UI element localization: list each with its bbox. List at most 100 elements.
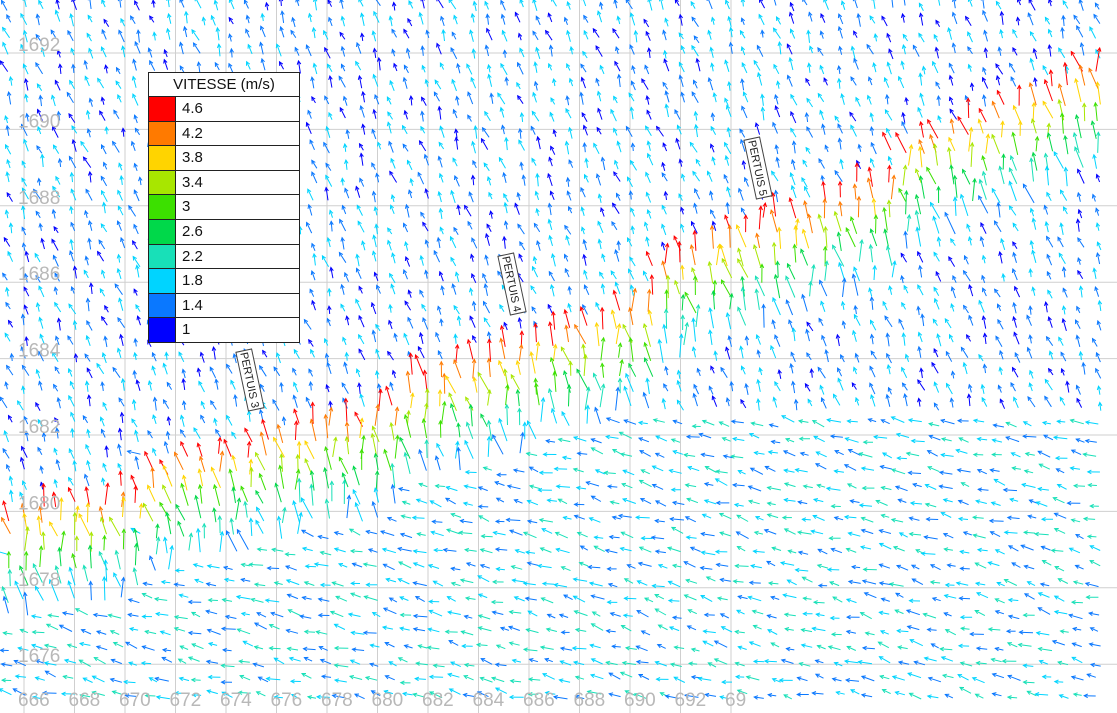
velocity-arrow	[404, 452, 411, 475]
velocity-arrow-head	[1070, 449, 1076, 454]
velocity-arrow	[86, 320, 93, 331]
velocity-arrow-head	[522, 421, 528, 427]
velocity-arrow	[488, 192, 493, 200]
velocity-arrow-head	[498, 156, 504, 162]
velocity-arrow	[118, 163, 123, 171]
velocity-arrow	[38, 0, 44, 10]
velocity-arrow-head	[850, 45, 856, 51]
velocity-arrow	[219, 531, 223, 552]
velocity-arrow	[406, 48, 411, 59]
velocity-arrow-head	[138, 502, 144, 508]
velocity-arrow	[35, 402, 41, 412]
velocity-arrow	[888, 387, 892, 395]
velocity-arrow-head	[480, 137, 486, 143]
velocity-arrow	[179, 42, 184, 55]
velocity-arrow	[310, 349, 315, 358]
velocity-arrow-head	[1022, 530, 1028, 535]
velocity-arrow	[400, 533, 413, 539]
velocity-arrow	[6, 14, 12, 23]
velocity-arrow	[100, 223, 108, 233]
velocity-arrow-head	[617, 342, 623, 348]
velocity-arrow	[886, 33, 892, 43]
velocity-arrow	[662, 398, 666, 410]
velocity-arrow	[325, 163, 332, 171]
velocity-arrow-head	[747, 485, 753, 490]
velocity-arrow	[450, 257, 457, 267]
velocity-arrow	[1063, 306, 1066, 315]
velocity-arrow	[357, 221, 365, 233]
velocity-arrow	[20, 457, 25, 470]
velocity-arrow	[1048, 368, 1054, 376]
velocity-arrow-head	[579, 306, 585, 312]
velocity-arrow-head	[646, 288, 652, 294]
velocity-arrow	[803, 0, 808, 6]
velocity-arrow-head	[83, 59, 88, 65]
velocity-arrow-head	[483, 317, 488, 323]
velocity-arrow	[374, 94, 380, 105]
velocity-arrow-head	[450, 189, 455, 195]
velocity-arrow-head	[358, 314, 363, 320]
velocity-arrow-head	[654, 452, 660, 457]
velocity-arrow-head	[678, 74, 683, 80]
velocity-arrow	[1076, 438, 1085, 443]
velocity-arrow	[1012, 132, 1019, 156]
velocity-arrow-head	[309, 418, 315, 424]
velocity-arrow	[134, 128, 141, 136]
velocity-arrow-head	[68, 394, 73, 400]
velocity-arrow	[135, 456, 140, 470]
velocity-arrow	[1095, 49, 1101, 59]
velocity-arrow-head	[276, 515, 282, 521]
velocity-arrow-head	[104, 304, 109, 310]
velocity-arrow-head	[405, 370, 411, 376]
velocity-arrow	[1076, 306, 1081, 314]
velocity-arrow-head	[345, 315, 350, 321]
velocity-arrow-head	[948, 74, 954, 80]
velocity-arrow	[223, 439, 232, 457]
velocity-arrow	[436, 43, 442, 55]
velocity-arrow	[230, 380, 236, 390]
velocity-arrow	[960, 194, 969, 217]
velocity-arrow	[37, 447, 43, 456]
velocity-arrow-head	[1058, 47, 1063, 53]
velocity-arrow-head	[219, 530, 225, 536]
velocity-arrow	[724, 98, 729, 107]
velocity-arrow-head	[1058, 336, 1063, 342]
velocity-arrow	[982, 0, 985, 9]
velocity-arrow	[501, 14, 506, 25]
velocity-arrow	[309, 289, 315, 297]
velocity-arrow	[341, 382, 349, 394]
velocity-arrow-head	[445, 485, 451, 491]
velocity-arrow-head	[596, 126, 601, 132]
velocity-arrow-head	[151, 0, 156, 5]
velocity-arrow	[391, 463, 396, 487]
velocity-arrow	[581, 207, 585, 216]
velocity-arrow	[762, 203, 766, 218]
velocity-arrow-head	[377, 141, 382, 147]
velocity-arrow-head	[676, 369, 682, 375]
velocity-arrow	[175, 504, 186, 521]
velocity-arrow-head	[995, 63, 1000, 69]
velocity-arrow	[962, 169, 971, 185]
velocity-arrow-head	[565, 234, 570, 240]
velocity-arrow	[719, 513, 732, 520]
velocity-arrow	[232, 487, 236, 504]
velocity-arrow	[734, 504, 744, 507]
velocity-arrow	[981, 397, 988, 407]
velocity-arrow-head	[1074, 319, 1080, 325]
velocity-arrow	[610, 270, 617, 280]
velocity-arrow-head	[1012, 301, 1017, 307]
velocity-arrow-head	[789, 1, 794, 7]
velocity-arrow-head	[374, 470, 380, 476]
velocity-arrow	[949, 334, 954, 343]
velocity-arrow	[7, 251, 14, 262]
velocity-arrow	[564, 17, 568, 25]
velocity-arrow-head	[960, 482, 966, 487]
velocity-arrow-head	[982, 66, 987, 72]
velocity-arrow-head	[420, 110, 425, 116]
velocity-arrow	[134, 0, 140, 11]
velocity-arrow	[456, 96, 459, 106]
velocity-arrow	[307, 188, 314, 201]
velocity-arrow-head	[920, 551, 926, 556]
velocity-arrow-head	[55, 458, 60, 465]
velocity-arrow-head	[435, 331, 440, 337]
